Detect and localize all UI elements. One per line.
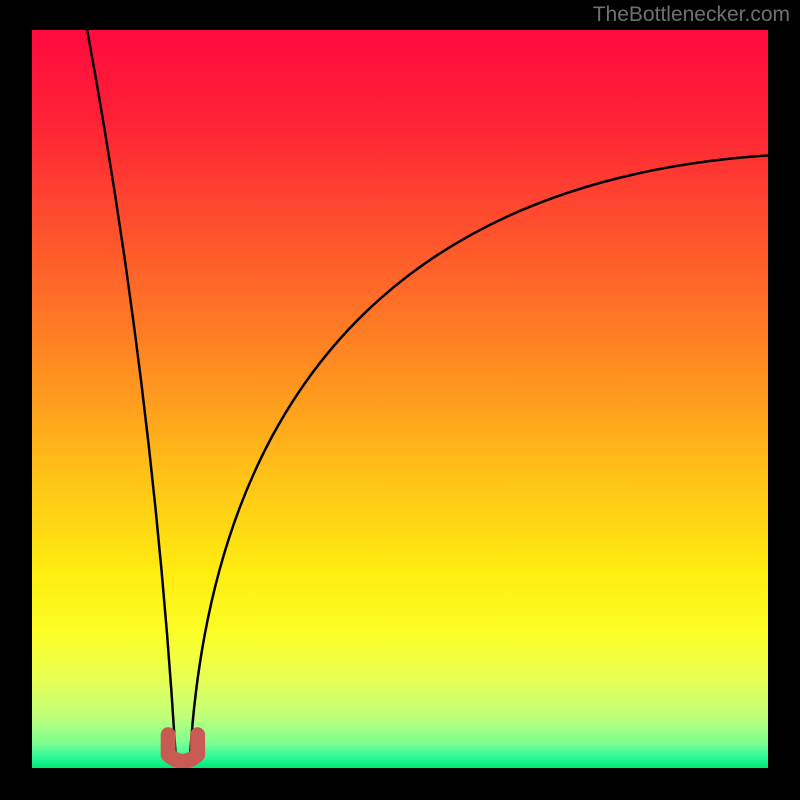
watermark-text: TheBottlenecker.com: [593, 3, 790, 27]
bottleneck-chart: [32, 30, 768, 768]
stage: TheBottlenecker.com: [0, 0, 800, 800]
